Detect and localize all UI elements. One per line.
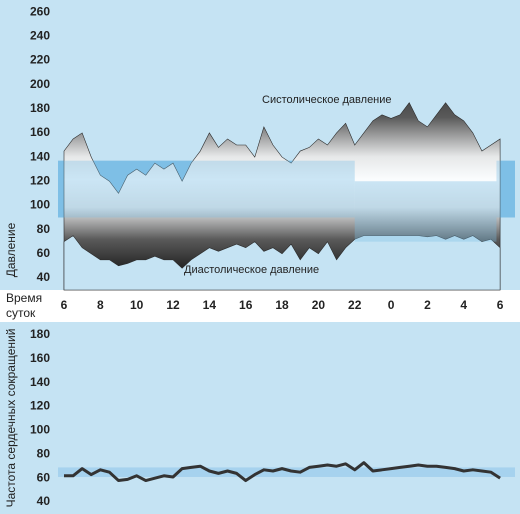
y-axis-label: Частота сердечных сокращений [4,329,18,508]
x-tick-label: 6 [497,298,504,312]
x-tick-label: 6 [61,298,68,312]
normal-band [496,160,515,218]
x-tick-label: 10 [130,298,144,312]
x-tick-label: 0 [388,298,395,312]
x-tick-label: 2 [424,298,431,312]
x-axis-label: суток [6,306,36,320]
y-tick-label: 40 [37,494,51,508]
normal-band [58,467,515,477]
y-tick-label: 80 [37,222,51,236]
heart-rate-line [63,461,501,483]
y-tick-label: 40 [37,270,51,284]
y-tick-label: 260 [30,4,50,18]
x-tick-label: 14 [203,298,217,312]
y-tick-label: 240 [30,28,50,42]
x-tick-label: 16 [239,298,253,312]
systolic-label: Систолическое давление [262,94,392,106]
panel-background [0,322,520,514]
y-tick-label: 100 [30,198,50,212]
y-tick-label: 100 [30,423,50,437]
y-tick-label: 140 [30,149,50,163]
y-tick-label: 160 [30,351,50,365]
x-tick-label: 12 [166,298,180,312]
y-tick-label: 120 [30,399,50,413]
y-tick-label: 220 [30,53,50,67]
y-tick-label: 60 [37,246,51,260]
y-tick-label: 80 [37,446,51,460]
x-tick-label: 20 [312,298,326,312]
x-axis-label: Время [6,291,42,305]
x-tick-label: 18 [275,298,289,312]
y-tick-label: 180 [30,101,50,115]
y-tick-label: 60 [37,470,51,484]
y-axis-label: Давление [4,222,18,277]
y-tick-label: 160 [30,125,50,139]
y-tick-label: 140 [30,375,50,389]
diastolic-label: Диастолическое давление [184,264,319,276]
y-tick-label: 120 [30,173,50,187]
y-tick-label: 180 [30,327,50,341]
diastolic-edge [63,235,501,291]
x-tick-label: 22 [348,298,362,312]
y-tick-label: 200 [30,77,50,91]
x-tick-label: 8 [97,298,104,312]
x-tick-label: 4 [460,298,467,312]
